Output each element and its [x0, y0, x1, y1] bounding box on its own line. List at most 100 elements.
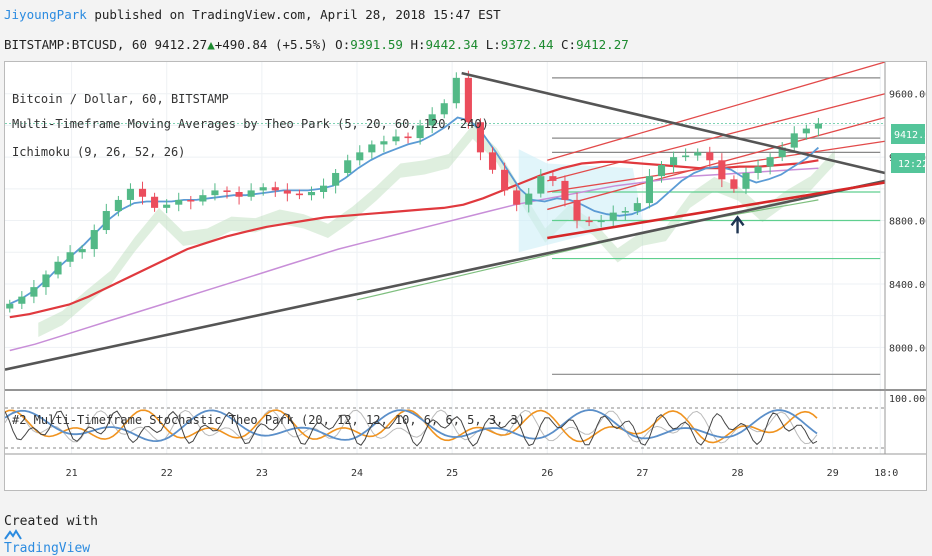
time-badge-text: 12:22	[898, 159, 926, 170]
candle-body	[295, 193, 303, 196]
candle-body	[537, 176, 545, 194]
candle-body	[428, 114, 436, 126]
stoch-black-line	[5, 410, 818, 447]
osc-tick-label: 100.0000	[889, 394, 926, 405]
candle-body	[138, 188, 147, 197]
candle-body	[271, 187, 279, 191]
legend-symbol: Bitcoin / Dollar, 60, BITSTAMP	[12, 92, 229, 106]
candle-body	[42, 274, 50, 288]
open-label: O:	[335, 37, 351, 52]
candle-body	[488, 152, 497, 170]
x-tick-label: 22	[161, 468, 173, 479]
candle-body	[778, 147, 786, 158]
candle-body	[657, 165, 666, 177]
chart-panel[interactable]: 21222324252627282918:09600.009200.008800…	[4, 61, 927, 491]
candle-body	[66, 252, 74, 262]
x-tick-label: 28	[732, 468, 744, 479]
candle-body	[416, 125, 424, 139]
y-tick-label: 8000.00	[889, 343, 926, 354]
candle-body	[682, 155, 690, 158]
candle-body	[561, 180, 569, 200]
low-label: L:	[485, 37, 501, 52]
candle-body	[730, 179, 738, 189]
candle-body	[645, 176, 653, 204]
candle-body	[30, 287, 38, 297]
chart-svg[interactable]: 21222324252627282918:09600.009200.008800…	[5, 62, 926, 490]
candles	[6, 70, 822, 313]
trendline	[461, 71, 886, 175]
candle-body	[368, 144, 376, 153]
tradingview-logo-icon[interactable]	[4, 529, 98, 541]
candle-body	[187, 199, 195, 202]
candle-body	[440, 103, 448, 115]
x-tick-label: 26	[541, 468, 553, 479]
legend-oscillator: #2 Multi-Timeframe Stochastic Theo Park …	[12, 413, 525, 427]
candle-body	[320, 185, 328, 192]
tradingview-link[interactable]: TradingView	[4, 541, 91, 556]
horizontal-levels	[5, 62, 886, 375]
candle-body	[199, 195, 207, 202]
last-price: 9412.27	[154, 37, 208, 52]
created-with: Created with	[4, 514, 98, 529]
x-tick-label: 24	[351, 468, 363, 479]
candle-body	[392, 136, 400, 142]
ichimoku-cloud	[38, 124, 835, 338]
high-label: H:	[410, 37, 426, 52]
candle-body	[151, 196, 159, 208]
channel-line	[547, 62, 886, 161]
y-tick-label: 8400.00	[889, 280, 926, 291]
candle-body	[742, 172, 750, 189]
candle-body	[501, 169, 509, 191]
time-badge: 12:22	[891, 153, 926, 173]
trendline	[5, 179, 886, 371]
author-link[interactable]: JiyoungPark	[4, 7, 87, 22]
last-price-badge-text: 9412.27	[894, 130, 926, 141]
x-tick-label: 29	[827, 468, 839, 479]
candle-body	[126, 188, 135, 200]
legend-ma: Multi-Timeframe Moving Averages by Theo …	[12, 117, 489, 131]
ma20-line	[9, 116, 820, 305]
candle-body	[609, 212, 617, 221]
x-tick-label: 25	[446, 468, 458, 479]
candle-body	[175, 199, 183, 205]
candle-body	[585, 220, 593, 223]
candle-body	[513, 190, 521, 205]
low-value: 9372.44	[500, 37, 554, 52]
y-tick-label: 9600.00	[889, 90, 926, 101]
candle-body	[114, 199, 122, 212]
candle-body	[549, 176, 557, 181]
candle-body	[464, 77, 472, 123]
candle-body	[694, 152, 702, 156]
candle-body	[597, 220, 605, 223]
high-value: 9442.34	[425, 37, 479, 52]
candle-body	[790, 133, 798, 148]
x-tick-label: 27	[636, 468, 648, 479]
candle-body	[211, 190, 219, 196]
trendlines	[5, 71, 886, 371]
candle-body	[754, 166, 762, 173]
channel-line	[547, 93, 886, 182]
candle-body	[621, 211, 629, 213]
stoch-blue-line	[5, 409, 818, 443]
publish-info: published on TradingView.com, April 28, …	[94, 7, 501, 22]
candle-body	[344, 160, 352, 173]
up-arrow-icon	[730, 215, 745, 234]
candle-body	[235, 192, 243, 197]
x-tick-label: 23	[256, 468, 268, 479]
y-tick-label: 8800.00	[889, 217, 926, 228]
candle-body	[718, 160, 726, 180]
candle-body	[356, 152, 364, 161]
candle-body	[670, 157, 678, 166]
candle-body	[814, 123, 822, 129]
candle-body	[259, 187, 267, 191]
ma60-line	[9, 159, 819, 319]
candle-body	[525, 193, 533, 205]
candle-body	[6, 303, 14, 309]
channel-line	[547, 116, 886, 211]
ma120-line	[9, 167, 819, 352]
legend-ichimoku: Ichimoku (9, 26, 52, 26)	[12, 145, 185, 159]
axes: 21222324252627282918:09600.009200.008800…	[5, 62, 926, 479]
candle-body	[476, 122, 485, 153]
candle-body	[102, 211, 110, 231]
candle-body	[163, 204, 171, 208]
